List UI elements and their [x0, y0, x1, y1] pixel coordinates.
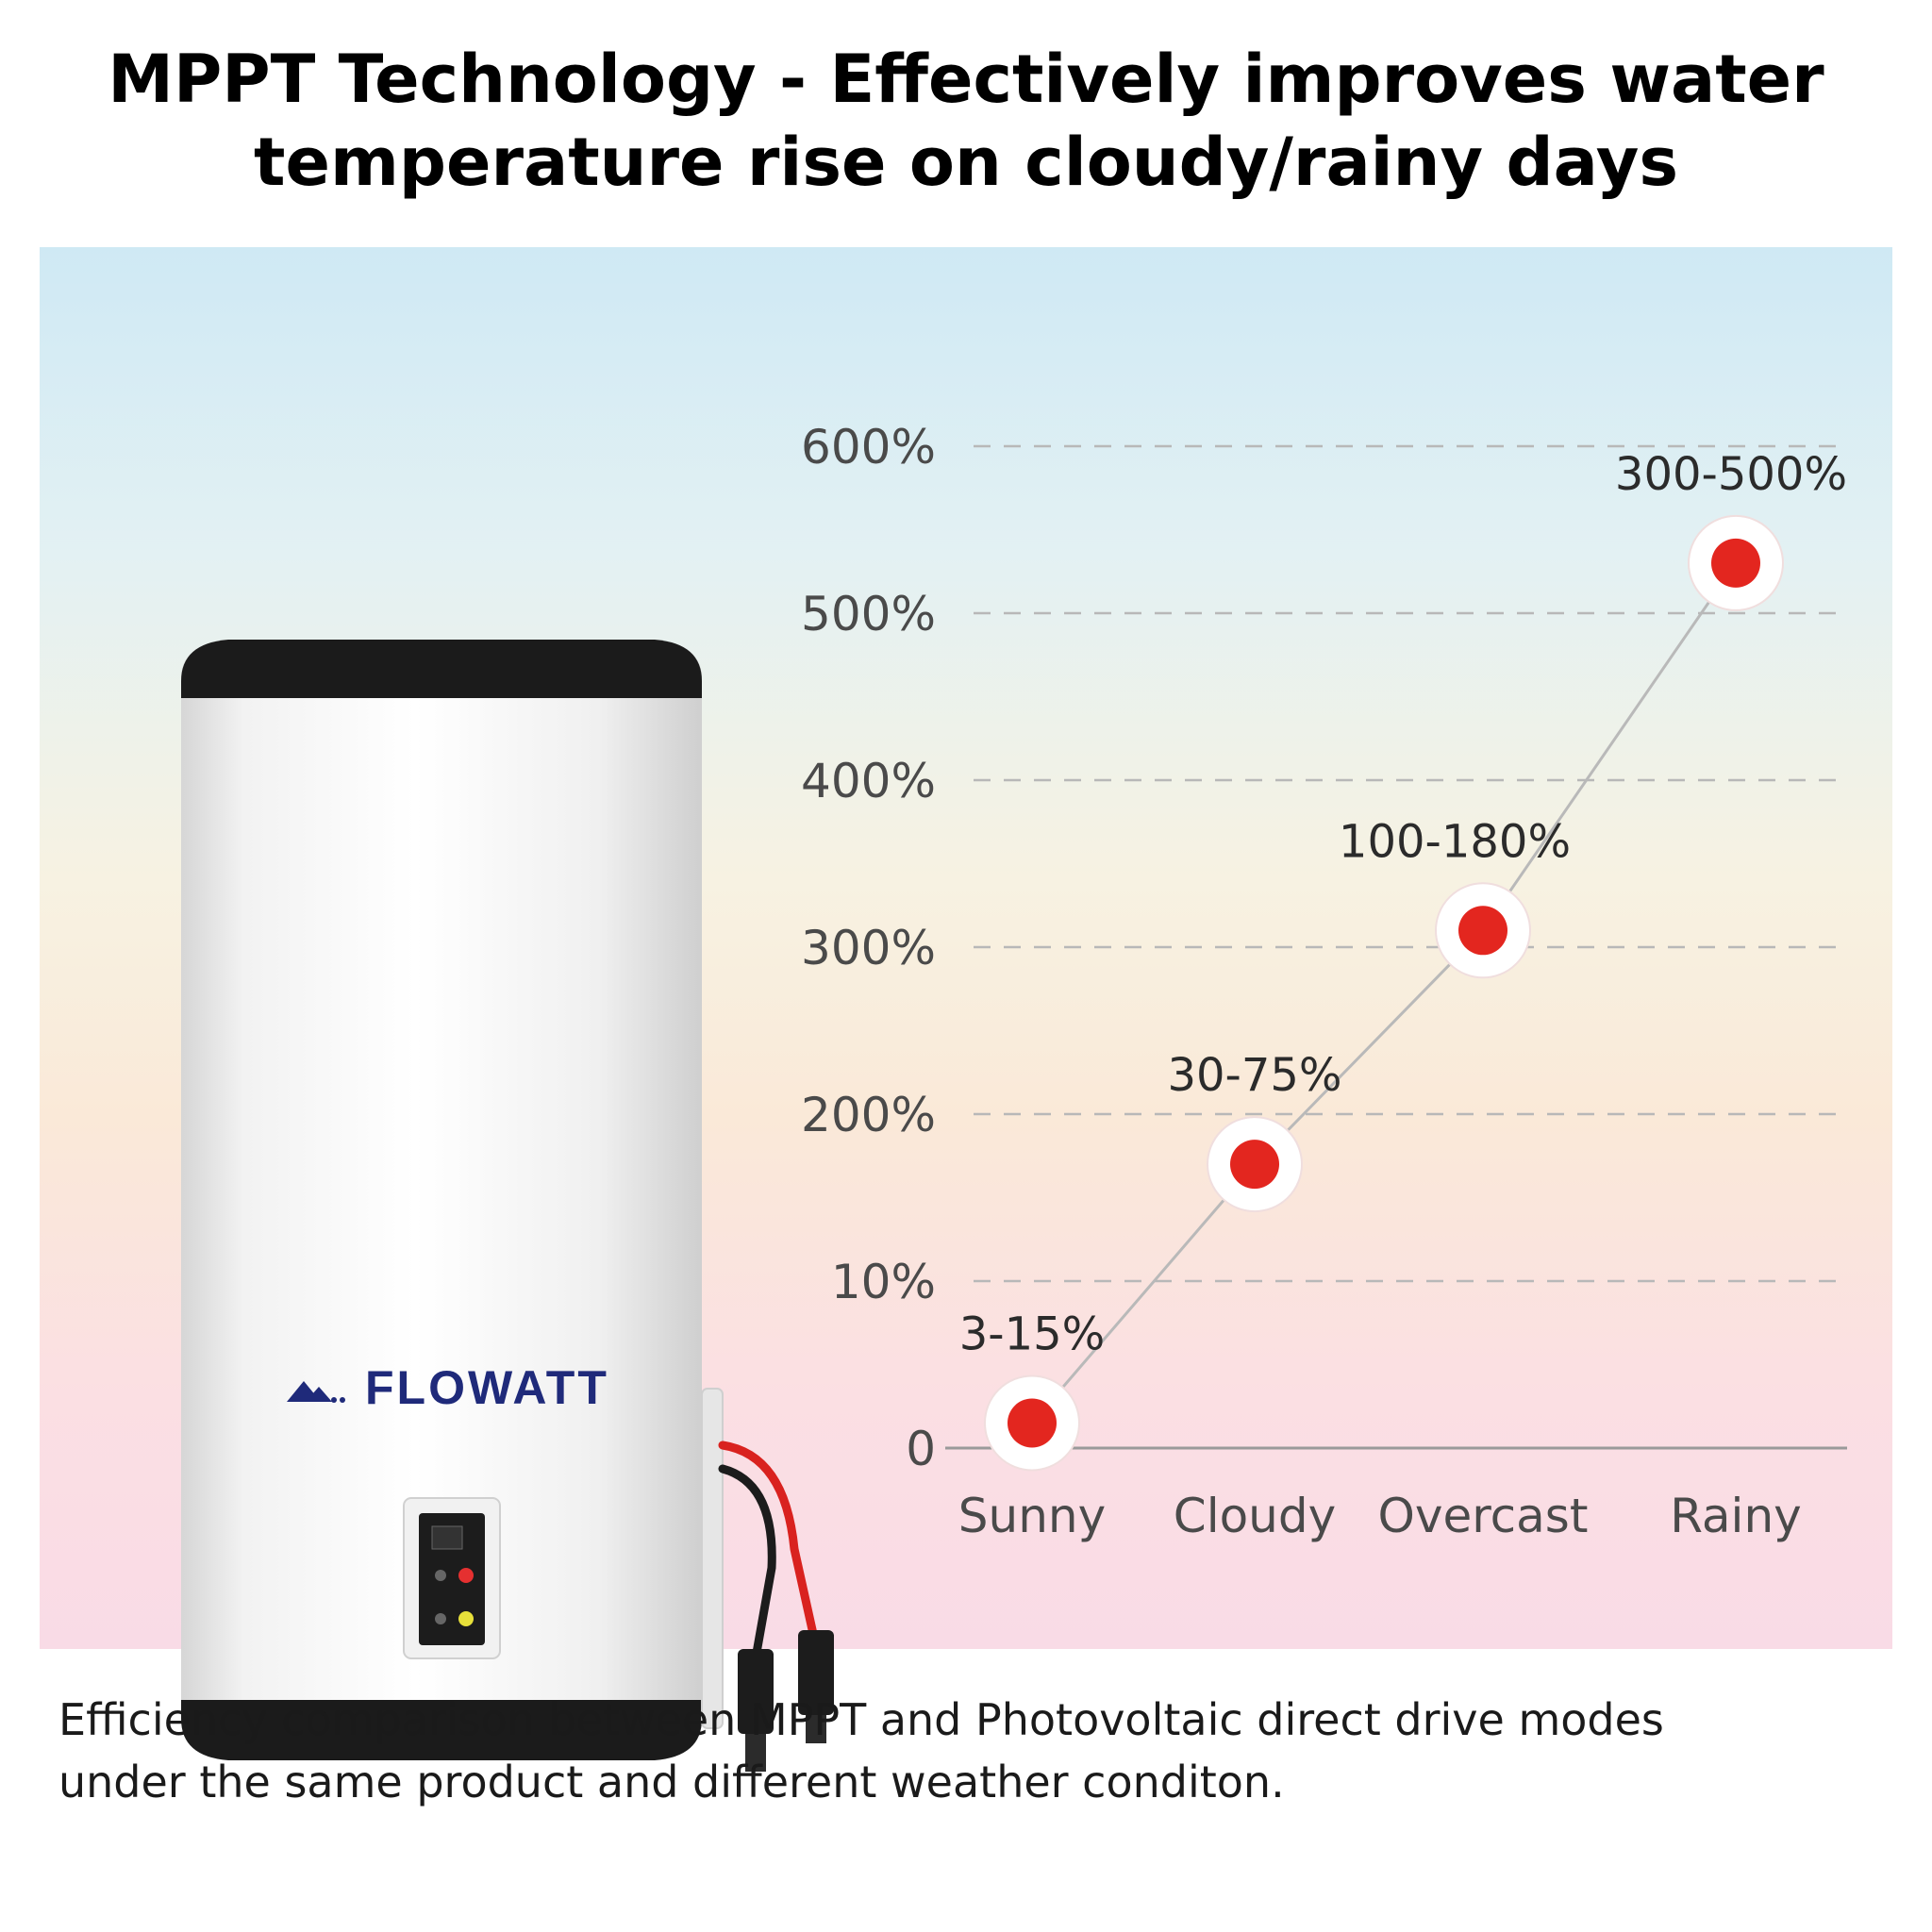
y-tick-label: 200%	[801, 1088, 936, 1142]
brand-logo-text: FLOWATT	[365, 1361, 609, 1414]
heater-body	[181, 640, 702, 1760]
mode-button-icon	[435, 1613, 446, 1624]
y-tick-label: 400%	[801, 754, 936, 808]
red-indicator-icon	[458, 1568, 474, 1583]
data-labels: 3-15% 30-75% 100-180% 300-500%	[959, 448, 1847, 1361]
brand-logo: FLOWATT	[287, 1361, 609, 1414]
chart-panel: FLOWATT 0 10% 200% 300% 400% 500% 600% 3-15	[40, 247, 1892, 1772]
caption-line-1: Efficiency comparison between MPPT and P…	[58, 1694, 1664, 1745]
x-category-label: Cloudy	[1174, 1489, 1336, 1543]
caption-line-2: under the same product and different wea…	[58, 1757, 1285, 1807]
data-point	[1711, 538, 1760, 588]
water-heater-illustration: FLOWATT	[181, 640, 834, 1772]
data-point	[1458, 906, 1507, 956]
x-axis-categories: Sunny Cloudy Overcast Rainy	[958, 1489, 1802, 1543]
yellow-indicator-icon	[458, 1611, 474, 1626]
solar-cables	[718, 1441, 834, 1772]
x-category-label: Sunny	[958, 1489, 1106, 1543]
power-button-icon	[435, 1570, 446, 1581]
junction-box	[701, 1388, 724, 1729]
data-point	[1008, 1398, 1057, 1448]
data-label: 3-15%	[959, 1307, 1106, 1360]
efficiency-chart: 0 10% 200% 300% 400% 500% 600% 3-15% 30-75% 100-…	[801, 420, 1847, 1543]
title-line-2: temperature rise on cloudy/rainy days	[254, 124, 1678, 201]
y-tick-label: 500%	[801, 587, 936, 641]
y-tick-label: 600%	[801, 420, 936, 475]
x-category-label: Overcast	[1378, 1489, 1589, 1543]
y-axis-ticks: 0 10% 200% 300% 400% 500% 600%	[801, 420, 936, 1476]
control-panel	[403, 1497, 501, 1659]
data-label: 30-75%	[1167, 1049, 1341, 1102]
title-line-1: MPPT Technology - Effectively improves w…	[108, 41, 1824, 118]
x-category-label: Rainy	[1670, 1489, 1801, 1543]
y-tick-label: 0	[906, 1422, 936, 1476]
caption: Efficiency comparison between MPPT and P…	[58, 1689, 1889, 1813]
y-tick-label: 10%	[831, 1255, 936, 1309]
series-line	[1030, 562, 1738, 1424]
y-tick-label: 300%	[801, 921, 936, 975]
page-title: MPPT Technology - Effectively improves w…	[0, 38, 1932, 204]
data-label: 100-180%	[1339, 815, 1571, 868]
data-label: 300-500%	[1615, 448, 1847, 501]
series-markers	[984, 514, 1784, 1472]
series-polyline	[1030, 562, 1738, 1424]
data-point	[1230, 1140, 1279, 1190]
